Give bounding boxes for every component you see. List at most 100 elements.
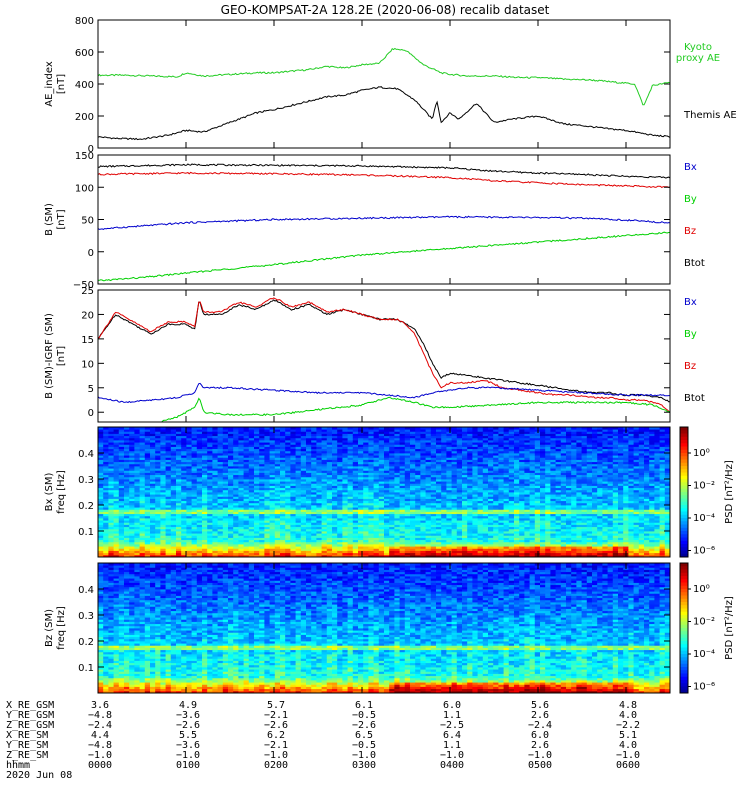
spectrogram-cell [285,476,291,480]
spectrogram-cell [186,466,192,469]
spectrogram-cell [118,515,125,519]
spectrogram-cell [124,442,130,445]
spectrogram-cell [155,496,161,499]
spectrogram-cell [170,531,177,534]
spectrogram-cell [144,539,151,543]
spectrogram-cell [332,472,338,476]
series-line [98,299,670,403]
spectrogram-cell [144,502,151,506]
spectrogram-cell [134,498,140,502]
spectrogram-cell [202,463,208,467]
spectrogram-cell [254,448,260,452]
spectrogram-cell [108,518,114,521]
spectrogram-cell [358,552,364,556]
spectrogram-cell [196,507,203,510]
spectrogram-cell [321,528,328,532]
spectrogram-cell [103,554,109,558]
spectrogram-cell [342,474,348,478]
spectrogram-cell [269,524,276,528]
spectrogram-cell [316,485,322,489]
spectrogram-cell [108,526,114,530]
spectrogram-cell [243,515,250,519]
spectrogram-cell [326,487,333,491]
spectrogram-cell [139,448,146,452]
spectrogram-cell [337,429,343,432]
spectrogram-cell [176,509,182,512]
spectrogram-cell [264,526,270,530]
spectrogram-cell [196,440,203,443]
spectrogram-cell [274,433,281,437]
spectrogram-cell [342,429,348,432]
spectrogram-cell [269,502,276,506]
spectrogram-cell [202,429,208,432]
spectrogram-cell [165,541,172,545]
spectrogram-cell [295,537,302,541]
spectrogram-cell [363,453,369,456]
spectrogram-cell [280,509,286,512]
spectrogram-cell [165,470,172,473]
spectrogram-cell [118,476,125,480]
spectrogram-cell [373,427,380,430]
spectrogram-cell [196,472,203,476]
spectrogram-cell [373,511,380,515]
spectrogram-cell [134,505,140,508]
spectrogram-cell [384,522,390,525]
spectrogram-cell [358,520,364,523]
spectrogram-cell [155,459,161,463]
spectrogram-cell [378,522,385,525]
spectrogram-cell [103,502,109,506]
spectrogram-cell [170,507,177,510]
spectrogram-cell [129,513,135,517]
spectrogram-cell [144,453,151,456]
spectrogram-cell [129,526,135,530]
spectrogram-cell [176,541,182,545]
spectrogram-cell [202,500,208,504]
spectrogram-cell [212,461,218,465]
spectrogram-cell [134,463,140,467]
spectrogram-cell [326,518,333,521]
spectrogram-cell [316,492,322,495]
spectrogram-cell [274,446,281,450]
series-group [98,297,670,422]
series-line [98,215,670,230]
spectrogram-cell [368,502,374,506]
spectrogram-cell [186,502,192,506]
spectrogram-cell [222,513,229,517]
spectrogram-cell [103,507,109,510]
spectrogram-cell [98,533,104,536]
spectrogram-cell [118,489,125,493]
spectrogram-cell [134,535,140,538]
spectrogram-cell [264,509,270,512]
spectrogram-cell [108,472,114,476]
spectrogram-cell [118,526,125,530]
spectrogram-cell [233,494,239,497]
spectrogram-cell [160,550,166,554]
spectrogram-cell [217,472,224,476]
spectrogram-cell [368,440,374,443]
spectrogram-cell [118,442,125,445]
spectrogram-cell [165,479,172,482]
spectrogram-cell [134,507,140,510]
spectrogram-cell [191,448,198,452]
spectrogram-cell [98,468,104,471]
spectrogram-cell [311,509,317,512]
spectrogram-cell [98,472,104,476]
spectrogram-cell [207,492,213,495]
spectrogram-cell [248,476,255,480]
spectrogram-cell [155,494,161,497]
spectrogram-cell [358,431,364,434]
spectrogram-cell [332,492,338,495]
spectrogram-cell [326,541,333,545]
spectrogram-cell [295,440,302,443]
spectrogram-cell [160,472,166,476]
spectrogram-cell [248,470,255,473]
spectrogram-cell [191,476,198,480]
spectrogram-cell [280,455,286,458]
spectrogram-cell [207,537,213,541]
spectrogram-cell [134,448,140,452]
spectrogram-cell [295,524,302,528]
spectrogram-cell [337,528,343,532]
spectrogram-cell [113,505,120,508]
spectrogram-cell [212,528,218,532]
spectrogram-cell [264,544,270,547]
